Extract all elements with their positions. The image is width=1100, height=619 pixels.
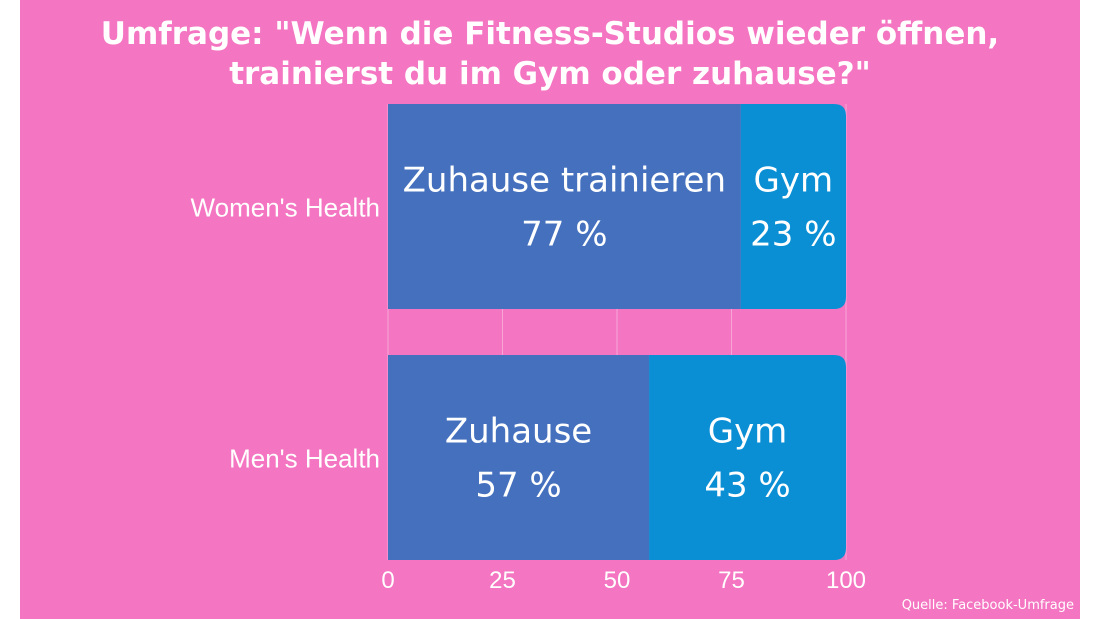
data-label-text: Gym (708, 412, 788, 452)
chart-title-line-2: trainierst du im Gym oder zuhause?" (229, 56, 871, 92)
source-note: Quelle: Facebook-Umfrage (901, 598, 1074, 613)
data-label: Gym 23 % (750, 161, 836, 255)
x-tick-label: 0 (381, 567, 394, 594)
data-label: Zuhause 57 % (445, 412, 592, 506)
x-tick-label: 25 (489, 567, 516, 594)
data-label-text: Gym (754, 161, 834, 201)
data-label-value: 57 % (475, 466, 561, 506)
data-label-value: 43 % (704, 466, 790, 506)
data-label-value: 77 % (521, 215, 607, 255)
data-label: Gym 43 % (704, 412, 790, 506)
bar-segment (649, 355, 846, 560)
chart-title: Umfrage: "Wenn die Fitness-Studios wiede… (20, 14, 1080, 94)
data-label: Zuhause trainieren 77 % (403, 161, 726, 255)
bar-segment (388, 355, 650, 560)
x-tick-label: 75 (718, 567, 745, 594)
x-tick-label: 50 (604, 567, 631, 594)
bar-segment (388, 104, 741, 309)
category-label: Women's Health (191, 193, 380, 223)
x-tick-label: 100 (826, 567, 866, 594)
category-label: Men's Health (229, 444, 380, 474)
data-label-text: Zuhause trainieren (403, 161, 726, 201)
data-label-value: 23 % (750, 215, 836, 255)
chart-title-line-1: Umfrage: "Wenn die Fitness-Studios wiede… (100, 16, 1000, 52)
data-label-text: Zuhause (445, 412, 592, 452)
bar-segment (740, 104, 846, 309)
